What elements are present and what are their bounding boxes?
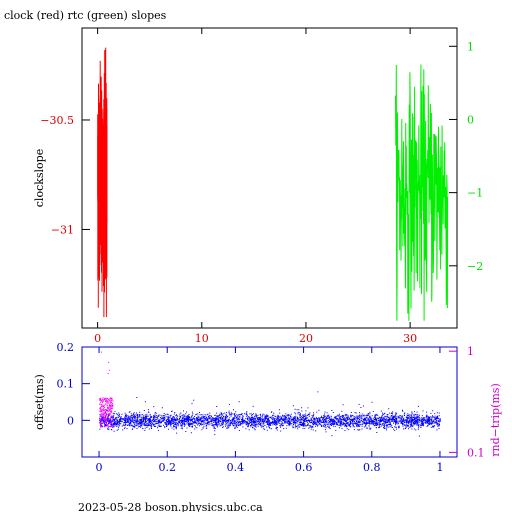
rndtrip-scatter-points <box>99 351 114 428</box>
top-y2-tick-label: 0 <box>467 113 474 126</box>
bottom-x-tick-label: 0.2 <box>158 461 176 474</box>
bottom-y-tick-label: 0.2 <box>57 341 75 354</box>
bottom-x-tick-label: 0.6 <box>295 461 313 474</box>
bottom-x-tick-label: 0.4 <box>227 461 245 474</box>
bottom-y-axis-label: offset(ms) <box>33 374 46 430</box>
bottom-series-group <box>99 351 441 437</box>
top-y-axis-label: clockslope <box>33 149 46 207</box>
top-x-tick-label: 0 <box>94 332 101 345</box>
top-y-tick-label: −31 <box>51 223 74 236</box>
top-x-tick-label: 10 <box>195 332 209 345</box>
bottom-x-tick-label: 1 <box>436 461 443 474</box>
top-series-group <box>97 47 449 321</box>
bottom-y-tick-label: 0 <box>67 414 74 427</box>
bottom-y2-tick-label: 1 <box>467 345 474 358</box>
footer-text: 2023-05-28 boson.physics.ubc.ca <box>78 501 263 512</box>
chart-title: clock (red) rtc (green) slopes <box>4 9 167 22</box>
clock-slope-series <box>97 47 108 318</box>
top-y2-tick-label: 1 <box>467 40 474 53</box>
top-y2-tick-label: −2 <box>467 260 483 273</box>
bottom-axes-group: 0 0.2 0.4 0.6 0.8 1 0 0.1 0.2 0.1 1 <box>57 341 485 474</box>
top-y-tick-label: −30.5 <box>40 114 74 127</box>
offset-scatter-points <box>99 391 441 437</box>
top-axes-group: 0 10 20 30 −31 −30.5 −2 −1 0 1 <box>40 28 483 345</box>
bottom-y-tick-label: 0.1 <box>57 378 75 391</box>
top-x-tick-label: 30 <box>403 332 417 345</box>
bottom-x-tick-label: 0 <box>96 461 103 474</box>
bottom-y2-axis-label: rnd−trip(ms) <box>489 383 502 457</box>
rtc-slope-series <box>395 64 449 321</box>
bottom-plot-frame <box>81 346 458 458</box>
top-plot-frame <box>81 27 458 329</box>
top-x-tick-label: 20 <box>299 332 313 345</box>
bottom-y2-tick-label: 0.1 <box>467 446 485 459</box>
top-y2-tick-label: −1 <box>467 187 483 200</box>
bottom-x-tick-label: 0.8 <box>363 461 381 474</box>
